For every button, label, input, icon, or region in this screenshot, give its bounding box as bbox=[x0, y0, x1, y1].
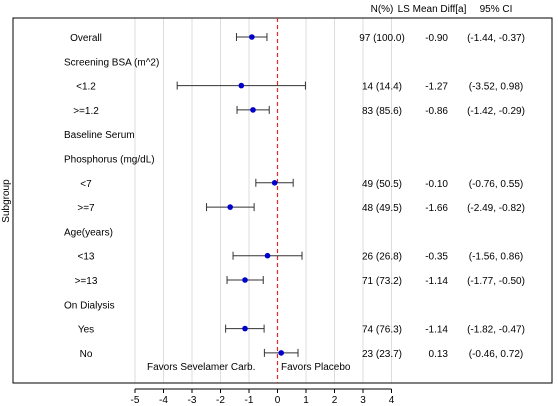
estimate-point bbox=[250, 107, 256, 113]
row-label: >=13 bbox=[75, 276, 98, 287]
ci-value: (-0.76, 0.55) bbox=[469, 179, 523, 190]
y-axis-label: Subgroup bbox=[1, 179, 12, 223]
x-tick-label: -3 bbox=[188, 395, 197, 406]
x-axis: -5 -4 -3 -2 -1 0 1 2 3 4 bbox=[131, 388, 395, 406]
ls-mean-diff-value: 0.13 bbox=[429, 349, 449, 360]
subgroup-row: >=13 71 (73.2) -1.14 (-1.77, -0.50) bbox=[75, 276, 525, 287]
subgroup-row: Age(years) bbox=[64, 227, 113, 238]
ci-value: (-1.82, -0.47) bbox=[467, 325, 525, 336]
row-label: <1.2 bbox=[76, 82, 96, 93]
estimate-point bbox=[264, 252, 271, 259]
row-label: Screening BSA (m^2) bbox=[64, 57, 159, 68]
estimate-point bbox=[238, 82, 245, 89]
ci-value: (-0.46, 0.72) bbox=[469, 349, 523, 360]
grid-lines bbox=[134, 18, 392, 383]
ls-mean-diff-value: -0.86 bbox=[425, 106, 448, 117]
row-label: <7 bbox=[80, 179, 92, 190]
column-headers: N(%) LS Mean Diff[a] 95% CI bbox=[371, 4, 513, 15]
ls-mean-diff-value: -1.14 bbox=[425, 276, 448, 287]
column-header: LS Mean Diff[a] bbox=[398, 4, 467, 15]
column-header: N(%) bbox=[371, 4, 394, 15]
x-tick-label: 0 bbox=[275, 395, 281, 406]
n-percent-value: 49 (50.5) bbox=[362, 179, 402, 190]
x-tick-label: -1 bbox=[245, 395, 254, 406]
row-label: No bbox=[80, 349, 93, 360]
ls-mean-diff-value: -0.35 bbox=[425, 252, 448, 263]
estimate-point bbox=[278, 350, 285, 356]
ci-value: (-1.42, -0.29) bbox=[467, 106, 525, 117]
ci-value: (-1.56, 0.86) bbox=[469, 252, 523, 263]
x-tick-label: 4 bbox=[389, 395, 395, 406]
n-percent-value: 48 (49.5) bbox=[362, 203, 402, 214]
subgroup-row: On Dialysis bbox=[64, 300, 115, 311]
n-percent-value: 74 (76.3) bbox=[362, 325, 402, 336]
subgroup-rows: Overall 97 (100.0) -0.90 (-1.44, -0.37) Scre… bbox=[64, 33, 525, 360]
x-tick-label: -4 bbox=[159, 395, 168, 406]
subgroup-row: Screening BSA (m^2) bbox=[64, 57, 159, 68]
column-header: 95% CI bbox=[480, 4, 513, 15]
subgroup-row: Baseline Serum bbox=[64, 130, 135, 141]
subgroup-row: Overall 97 (100.0) -0.90 (-1.44, -0.37) bbox=[70, 33, 525, 44]
subgroup-row: <1.2 14 (14.4) -1.27 (-3.52, 0.98) bbox=[76, 81, 523, 93]
subgroup-row: >=1.2 83 (85.6) -0.86 (-1.42, -0.29) bbox=[73, 105, 525, 117]
favors-left-label: Favors Sevelamer Carb. bbox=[147, 362, 255, 373]
subgroup-row: <7 49 (50.5) -0.10 (-0.76, 0.55) bbox=[80, 178, 523, 190]
ci-value: (-1.77, -0.50) bbox=[467, 276, 525, 287]
subgroup-row: Yes 74 (76.3) -1.14 (-1.82, -0.47) bbox=[78, 324, 525, 336]
subgroup-row: >=7 48 (49.5) -1.66 (-2.49, -0.82) bbox=[77, 203, 525, 214]
row-label: Phosphorus (mg/dL) bbox=[64, 155, 155, 166]
row-label: Overall bbox=[70, 33, 102, 44]
ci-value: (-2.49, -0.82) bbox=[467, 203, 525, 214]
ls-mean-diff-value: -1.27 bbox=[425, 82, 448, 93]
ls-mean-diff-value: -1.14 bbox=[425, 325, 448, 336]
ci-value: (-3.52, 0.98) bbox=[469, 82, 523, 93]
estimate-point bbox=[242, 325, 248, 332]
x-tick-label: 2 bbox=[332, 395, 338, 406]
subgroup-row: Phosphorus (mg/dL) bbox=[64, 155, 155, 166]
ls-mean-diff-value: -1.66 bbox=[425, 203, 448, 214]
n-percent-value: 23 (23.7) bbox=[362, 349, 402, 360]
row-label: On Dialysis bbox=[64, 300, 115, 311]
ls-mean-diff-value: -0.10 bbox=[425, 179, 448, 190]
n-percent-value: 14 (14.4) bbox=[362, 82, 402, 93]
row-label: <13 bbox=[78, 252, 95, 263]
row-label: Yes bbox=[78, 325, 94, 336]
x-tick-label: -2 bbox=[216, 395, 225, 406]
estimate-point bbox=[249, 34, 255, 40]
favors-right-label: Favors Placebo bbox=[281, 362, 351, 373]
n-percent-value: 26 (26.8) bbox=[362, 252, 402, 263]
plot-frame bbox=[12, 17, 553, 384]
x-tick-label: 1 bbox=[303, 395, 309, 406]
x-tick-label: 3 bbox=[360, 395, 366, 406]
ci-value: (-1.44, -0.37) bbox=[467, 33, 525, 44]
x-tick-label: -5 bbox=[131, 395, 140, 406]
row-label: Age(years) bbox=[64, 227, 113, 238]
estimate-point bbox=[271, 180, 278, 186]
row-label: Baseline Serum bbox=[64, 130, 135, 141]
estimate-point bbox=[227, 204, 233, 210]
ls-mean-diff-value: -0.90 bbox=[425, 33, 448, 44]
estimate-point bbox=[242, 277, 248, 283]
subgroup-row: No 23 (23.7) 0.13 (-0.46, 0.72) bbox=[80, 348, 523, 360]
n-percent-value: 83 (85.6) bbox=[362, 106, 402, 117]
n-percent-value: 71 (73.2) bbox=[362, 276, 402, 287]
subgroup-row: <13 26 (26.8) -0.35 (-1.56, 0.86) bbox=[78, 251, 523, 263]
row-label: >=1.2 bbox=[73, 106, 99, 117]
row-label: >=7 bbox=[77, 203, 95, 214]
n-percent-value: 97 (100.0) bbox=[359, 33, 405, 44]
